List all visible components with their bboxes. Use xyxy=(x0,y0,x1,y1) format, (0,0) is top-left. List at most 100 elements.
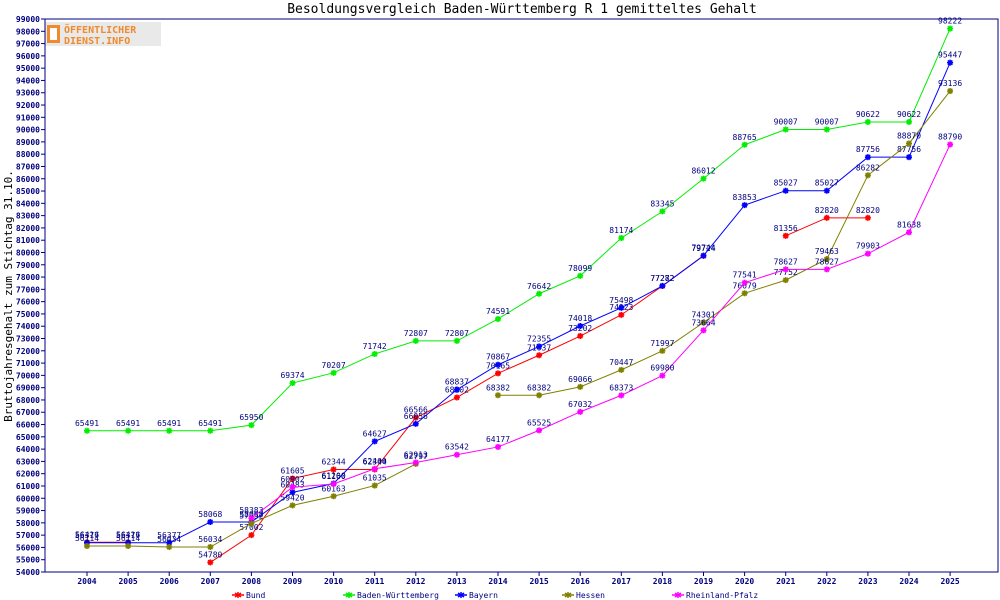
data-label: 65950 xyxy=(239,413,263,422)
data-label: 88870 xyxy=(897,131,921,140)
data-label: 86012 xyxy=(691,167,715,176)
data-point xyxy=(453,451,460,458)
data-point xyxy=(248,532,255,539)
chart-title: Besoldungsvergleich Baden-Württemberg R … xyxy=(287,2,757,17)
series-line xyxy=(87,62,951,544)
data-point xyxy=(495,315,501,322)
y-tick-label: 61000 xyxy=(16,482,40,491)
data-point xyxy=(453,337,460,344)
data-point xyxy=(371,465,378,472)
data-point xyxy=(782,232,789,239)
y-tick-label: 96000 xyxy=(16,52,40,61)
data-label: 70447 xyxy=(609,358,633,367)
data-label: 71997 xyxy=(650,339,674,348)
legend-label: Rheinland-Pfalz xyxy=(686,591,758,600)
data-point xyxy=(207,519,214,526)
series-layer: 56416 56416 54780 57002 61605 62344 62344 66566… xyxy=(75,17,962,566)
data-point xyxy=(700,252,707,259)
data-point xyxy=(125,543,132,550)
data-point xyxy=(577,323,584,330)
x-tick-label: 2014 xyxy=(488,577,507,586)
data-label: 66566 xyxy=(404,406,428,415)
y-tick-label: 71000 xyxy=(16,359,40,368)
data-point xyxy=(207,559,214,566)
y-tick-label: 69000 xyxy=(16,384,40,393)
series-rheinland-pfalz: 58383 60902 61160 62400 62913 63542 64177 65525… xyxy=(239,132,962,522)
data-label: 77272 xyxy=(650,274,674,283)
y-tick-label: 81000 xyxy=(16,236,40,245)
svg-text:ÖFFENTLICHER: ÖFFENTLICHER xyxy=(64,22,137,36)
data-label: 65491 xyxy=(75,419,99,428)
data-point xyxy=(864,172,871,179)
y-tick-label: 86000 xyxy=(16,175,40,184)
x-tick-label: 2017 xyxy=(612,577,631,586)
data-point xyxy=(741,279,748,286)
x-tick-label: 2016 xyxy=(571,577,590,586)
data-label: 90622 xyxy=(856,110,880,119)
data-label: 83853 xyxy=(733,193,757,202)
data-label: 56034 xyxy=(157,535,181,544)
data-point xyxy=(371,482,378,489)
data-label: 95447 xyxy=(938,51,962,60)
y-tick-label: 72000 xyxy=(16,347,40,356)
data-label: 87756 xyxy=(856,145,880,154)
y-tick-label: 84000 xyxy=(16,199,40,208)
data-label: 64627 xyxy=(363,429,387,438)
data-point xyxy=(659,372,666,379)
data-point xyxy=(659,208,666,215)
data-point xyxy=(536,343,543,350)
y-tick-label: 82000 xyxy=(16,224,40,233)
data-label: 66056 xyxy=(404,412,428,421)
y-tick-label: 58000 xyxy=(16,519,40,528)
data-point xyxy=(741,202,748,209)
data-point xyxy=(453,394,460,401)
data-label: 60902 xyxy=(280,475,304,484)
data-label: 62400 xyxy=(363,457,387,466)
series-bund: 56416 56416 54780 57002 61605 62344 62344 66566… xyxy=(75,206,880,566)
data-label: 79744 xyxy=(691,244,715,253)
x-tick-label: 2021 xyxy=(776,577,795,586)
data-point xyxy=(166,427,173,434)
data-point xyxy=(823,187,830,194)
data-point xyxy=(906,229,912,236)
data-point xyxy=(248,520,255,527)
data-label: 56416 xyxy=(75,530,99,539)
data-label: 69374 xyxy=(280,371,304,380)
data-point xyxy=(700,327,707,334)
data-point xyxy=(782,266,789,273)
y-tick-label: 83000 xyxy=(16,212,40,221)
data-label: 62913 xyxy=(404,450,428,459)
data-label: 61160 xyxy=(322,472,346,481)
data-point xyxy=(289,475,296,482)
data-label: 54780 xyxy=(198,550,222,559)
data-point xyxy=(618,235,625,242)
data-point xyxy=(741,141,748,148)
data-point xyxy=(536,392,543,399)
data-label: 72355 xyxy=(527,334,551,343)
data-point xyxy=(659,347,666,354)
data-label: 79903 xyxy=(856,242,880,251)
data-label: 62797 xyxy=(404,452,428,461)
data-label: 79724 xyxy=(691,244,715,253)
data-point xyxy=(906,140,912,147)
data-label: 98222 xyxy=(938,17,962,26)
data-label: 85027 xyxy=(774,179,798,188)
series-hessen: 5611456114560345603457952594206016361035… xyxy=(75,79,962,551)
data-label: 61035 xyxy=(363,474,387,483)
data-point xyxy=(618,392,625,399)
y-tick-label: 87000 xyxy=(16,162,40,171)
y-tick-label: 92000 xyxy=(16,101,40,110)
series-baden-w-rttemberg: 65491 65491 65491 65491 65950 69374 70207 71742… xyxy=(75,17,962,434)
data-label: 78099 xyxy=(568,264,592,273)
legend-label: Bund xyxy=(246,591,265,600)
y-tick-label: 54000 xyxy=(16,568,40,577)
x-tick-label: 2023 xyxy=(858,577,877,586)
data-point xyxy=(782,277,789,284)
data-point xyxy=(289,484,296,491)
data-point xyxy=(618,304,625,311)
data-point xyxy=(577,333,584,340)
y-tick-label: 76000 xyxy=(16,298,40,307)
x-axis: 2004 2005 2006 2007 2008 2009 2010 2011 2012 2013… xyxy=(77,572,960,586)
x-tick-label: 2009 xyxy=(283,577,302,586)
data-label: 68373 xyxy=(609,383,633,392)
